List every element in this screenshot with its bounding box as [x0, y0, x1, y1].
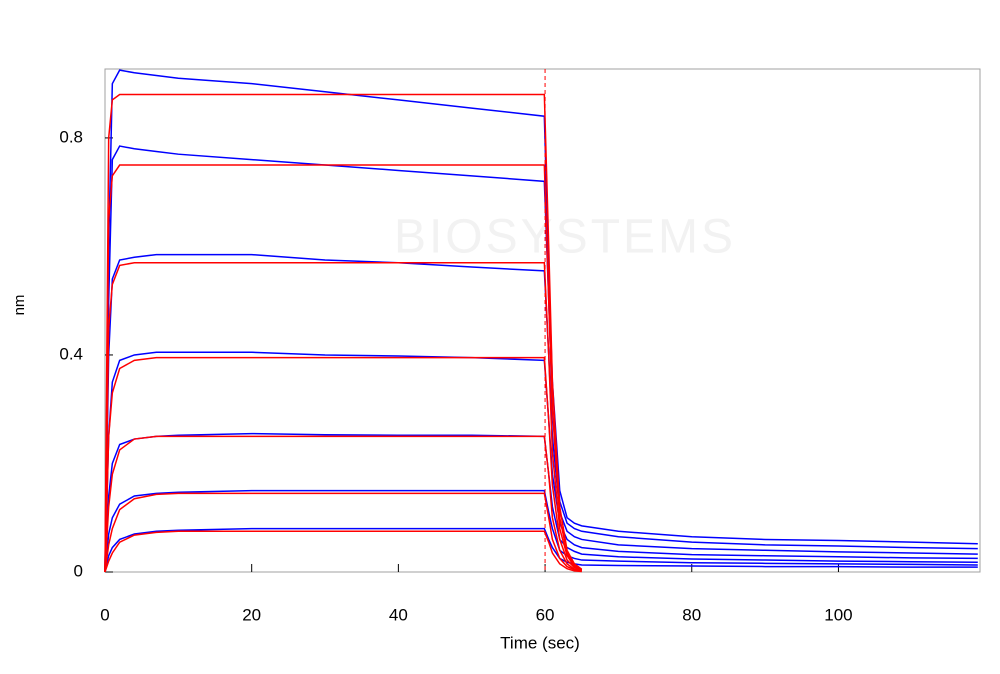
x-tick-label: 60 — [536, 605, 555, 624]
data-line — [104, 351, 978, 573]
data-line — [104, 69, 978, 573]
plot-frame — [104, 68, 981, 573]
x-axis-label: Time (sec) — [500, 633, 580, 652]
x-tick-label: 20 — [242, 605, 261, 624]
x-tick-label: 0 — [100, 605, 109, 624]
data-line — [104, 530, 582, 573]
x-tick-label: 100 — [824, 605, 852, 624]
data-line — [104, 356, 583, 573]
data-line — [104, 527, 978, 573]
y-tick-label: 0.8 — [59, 127, 83, 146]
y-axis-label: nm — [11, 295, 28, 316]
data-line — [104, 432, 978, 573]
watermark: BIOSYSTEMS — [394, 211, 736, 264]
data-line — [104, 435, 582, 573]
data-line — [104, 253, 978, 573]
data-line — [104, 261, 583, 573]
x-tick-label: 40 — [389, 605, 408, 624]
data-line — [104, 93, 583, 573]
x-tick-label: 80 — [682, 605, 701, 624]
data-line — [104, 492, 582, 573]
y-tick-label: 0.4 — [59, 344, 83, 363]
data-line — [104, 164, 583, 573]
y-tick-label: 0 — [74, 561, 83, 580]
